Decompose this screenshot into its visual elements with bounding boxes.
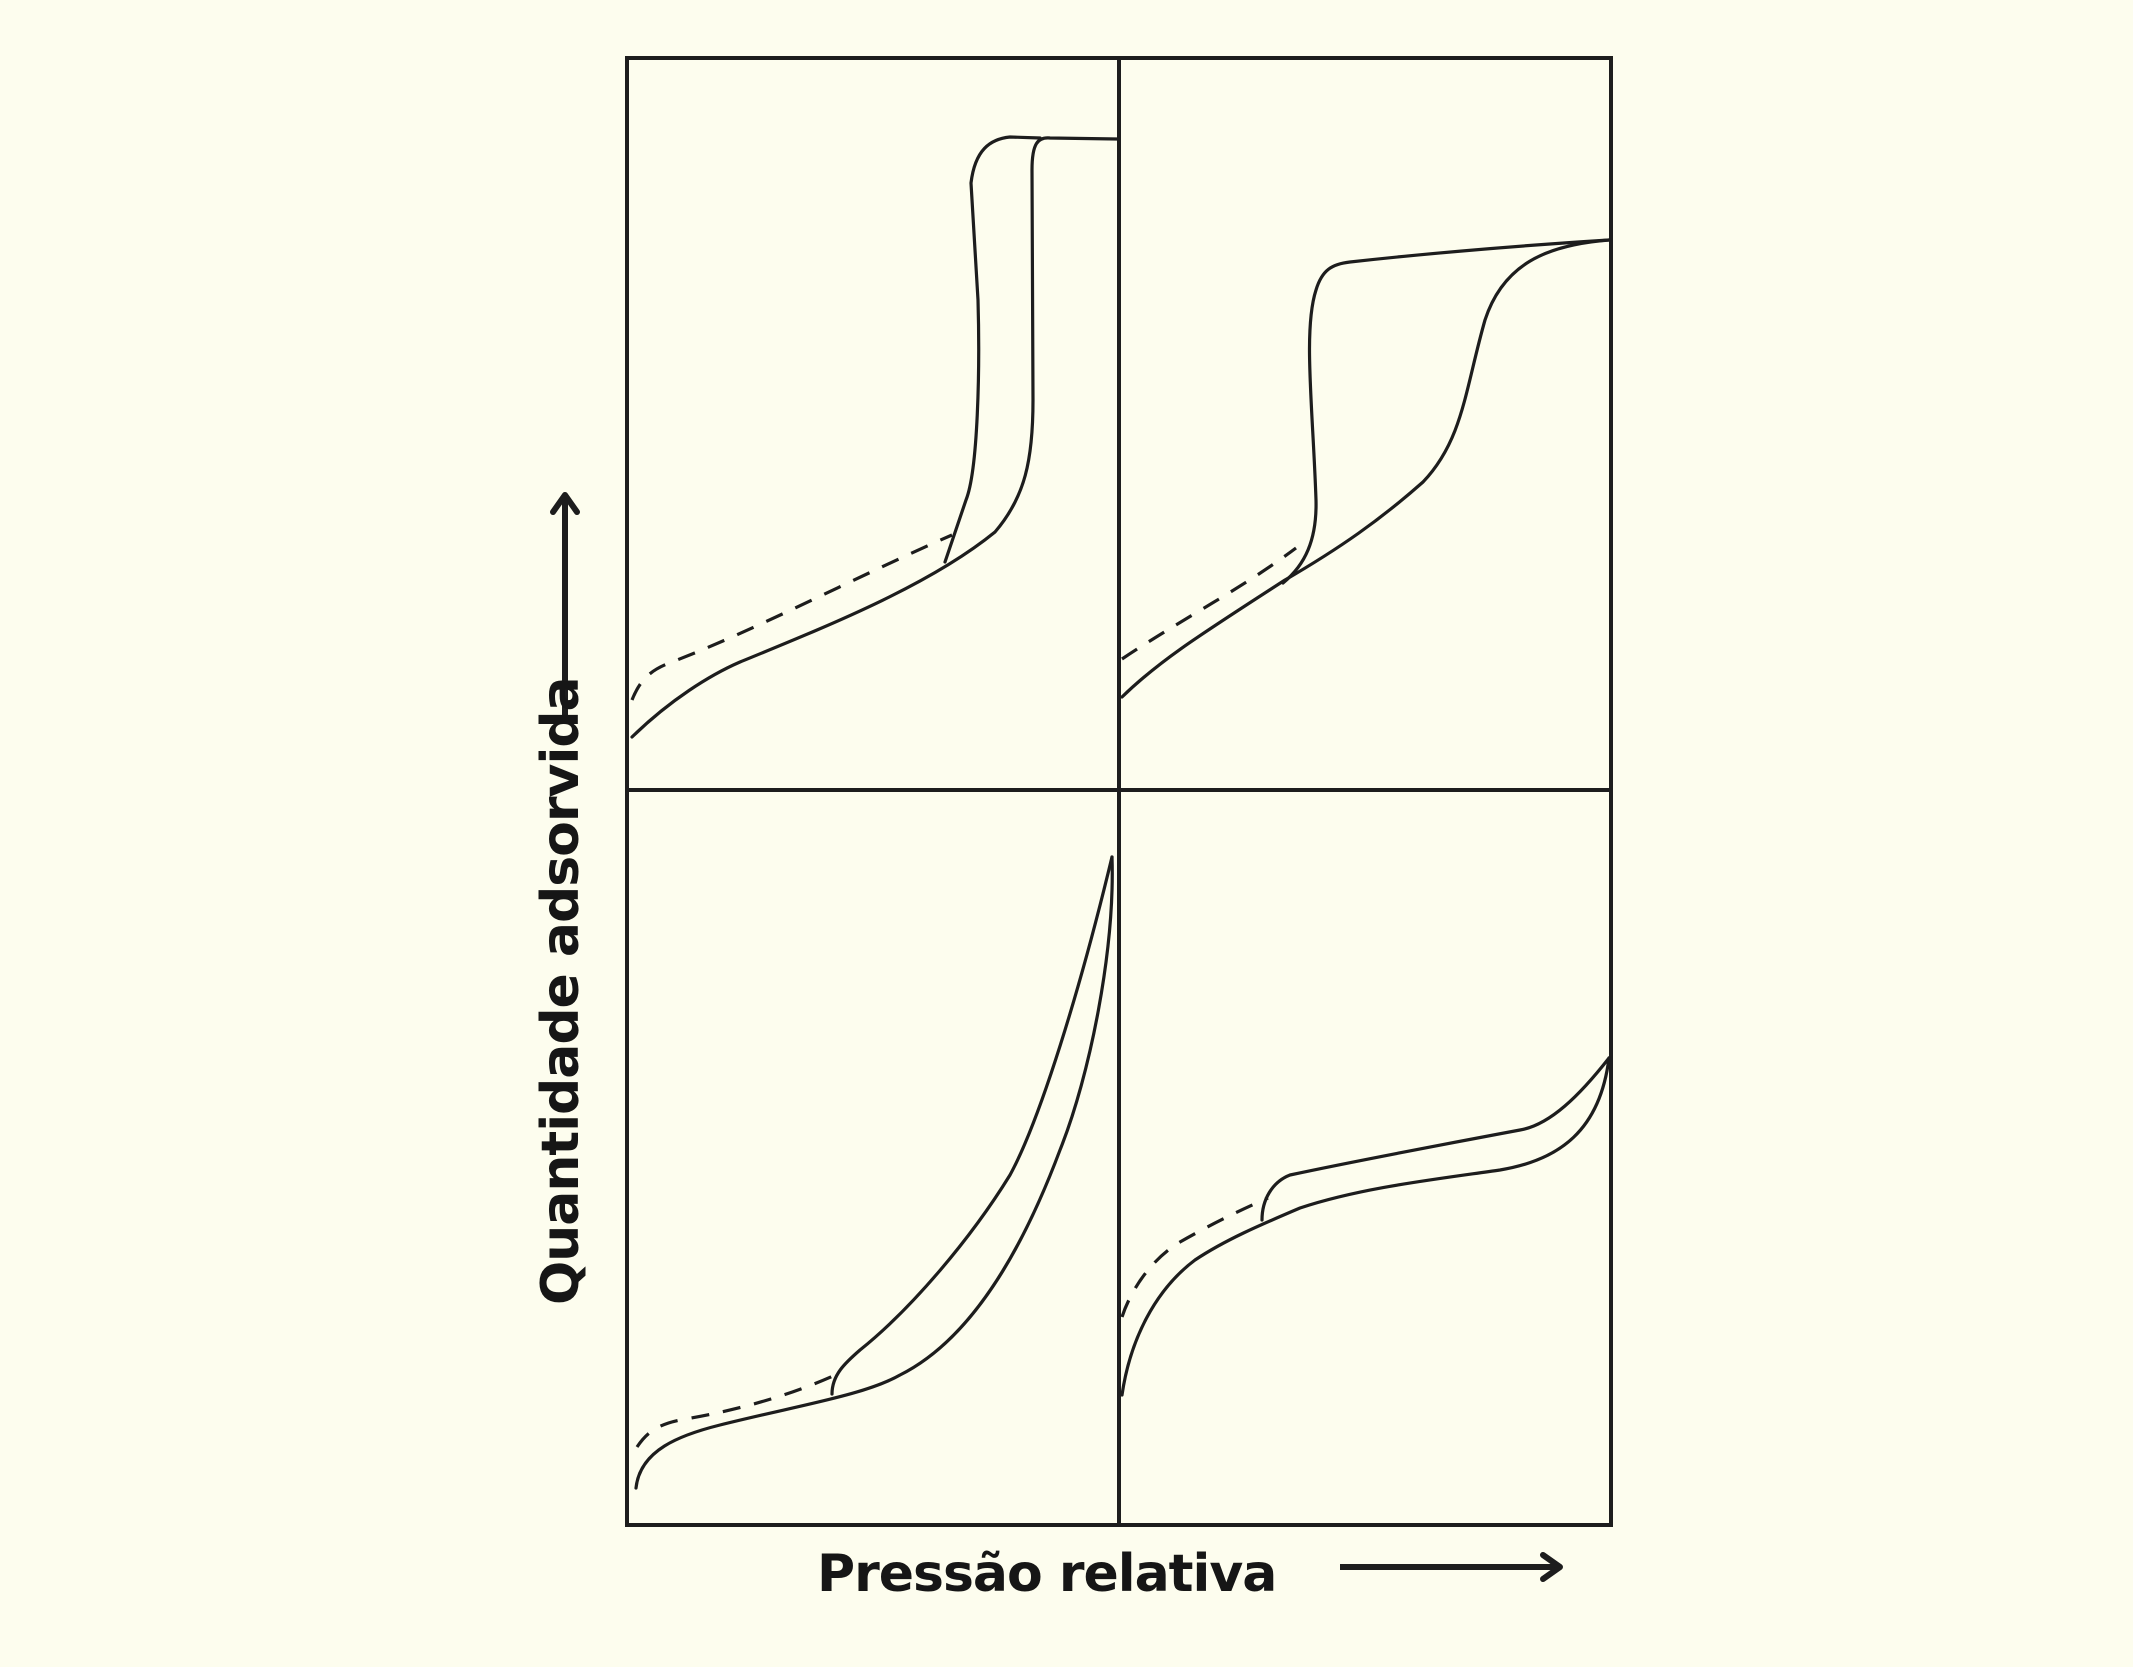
- panel-bottom-left: [634, 855, 1114, 1490]
- arrow-right-icon: [1340, 1552, 1563, 1582]
- extrapolated-curve: [635, 1374, 834, 1448]
- extrapolated-curve: [1120, 1196, 1269, 1318]
- y-axis-label: Quantidade adsorvida: [531, 677, 591, 1305]
- y-axis: Quantidade adsorvida: [531, 492, 591, 1305]
- panel-top-right: [1120, 238, 1611, 699]
- adsorption-curve: [630, 136, 1119, 739]
- adsorption-curve: [1120, 1056, 1611, 1397]
- desorption-curve: [943, 135, 1042, 564]
- panel-bottom-right: [1120, 1056, 1611, 1397]
- panel-top-left: [630, 135, 1119, 739]
- desorption-curve: [1281, 238, 1611, 585]
- extrapolated-curve: [630, 533, 953, 701]
- arrow-up-icon: [550, 492, 580, 715]
- adsorption-curve: [634, 855, 1114, 1490]
- x-axis: Pressão relativa: [817, 1544, 1563, 1604]
- extrapolated-curve: [1121, 546, 1297, 661]
- panel-grid: [625, 56, 1613, 1527]
- x-axis-label: Pressão relativa: [817, 1544, 1276, 1604]
- adsorption-curve: [1120, 238, 1611, 699]
- desorption-curve: [830, 855, 1114, 1396]
- desorption-curve: [1260, 1056, 1611, 1222]
